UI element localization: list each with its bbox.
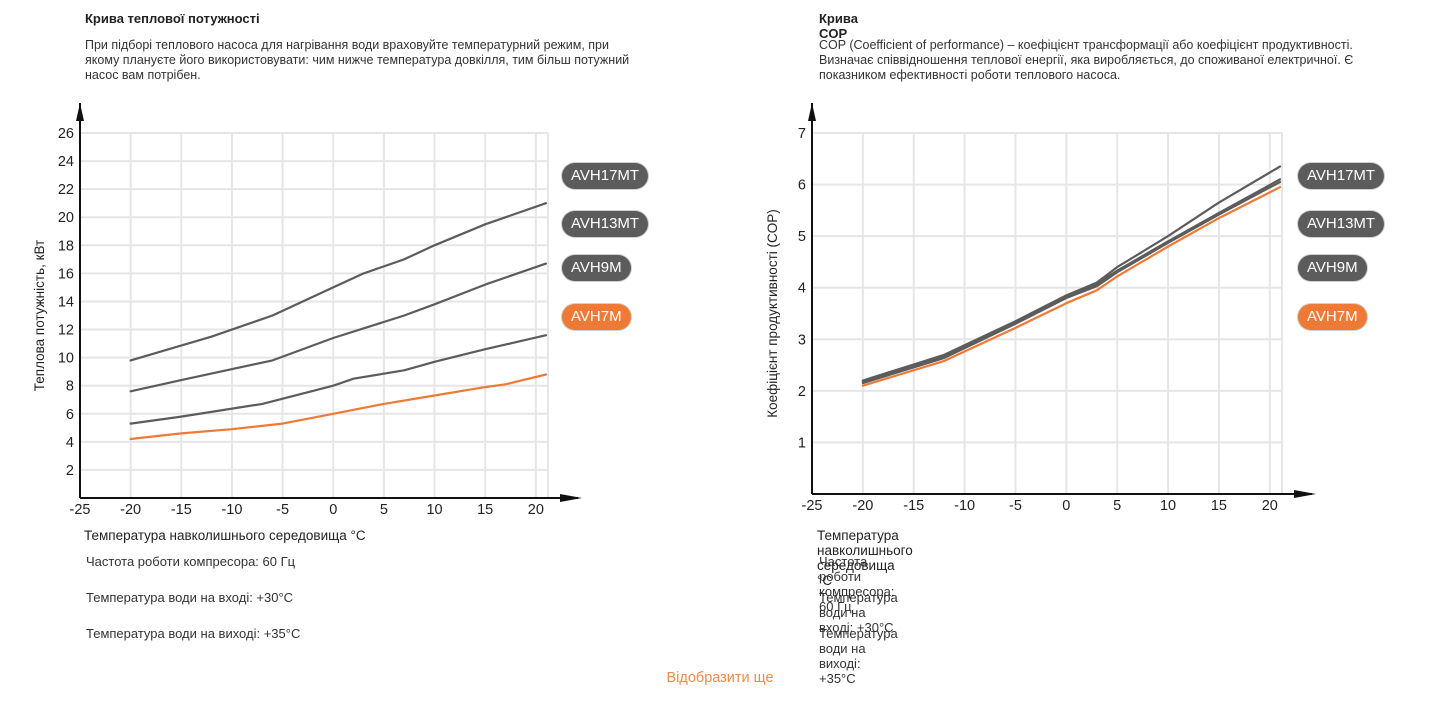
cop-grid xyxy=(812,132,1283,494)
x-tick-label: -10 xyxy=(954,498,975,514)
x-tick-label: -15 xyxy=(903,498,924,514)
cop-note-water-in: Температура води на вході: +30°C xyxy=(819,590,898,635)
y-tick-label: 4 xyxy=(798,281,806,297)
x-tick-label: 15 xyxy=(1211,498,1227,514)
x-tick-label: 0 xyxy=(329,502,337,518)
heat-output-x-axis-arrow xyxy=(560,494,582,502)
heat-output-grid xyxy=(80,132,549,498)
cop-chart: -25 -20 -15 -10 -5 0 5 10 15 20 1 2 3 4 5 6 7 Коефіцієнт … xyxy=(765,103,1316,514)
cop-panel: Крива COP COP (Coefficient of performanc… xyxy=(0,0,1385,686)
y-tick-label: 6 xyxy=(66,407,74,423)
x-tick-label: -25 xyxy=(70,502,91,518)
x-tick-label: -20 xyxy=(852,498,873,514)
legend-badge-avh7m[interactable]: AVH7M xyxy=(1298,304,1367,330)
y-tick-label: 7 xyxy=(798,126,806,142)
heat-output-chart: -25 -20 -15 -10 -5 0 5 10 15 20246810121416182022… xyxy=(32,103,582,518)
y-tick-label: 12 xyxy=(58,323,74,339)
x-tick-label: 5 xyxy=(380,502,388,518)
series-line-avh9m xyxy=(861,180,1282,385)
x-tick-label: 20 xyxy=(1262,498,1278,514)
y-tick-label: 5 xyxy=(798,229,806,245)
heat-output-x-axis-label: Температура навколишнього середовища °C xyxy=(84,528,366,543)
x-tick-label: -10 xyxy=(221,502,242,518)
heat-output-note-water-in: Температура води на вході: +30°C xyxy=(86,590,294,605)
legend-badge-avh17mt[interactable]: AVH17MT xyxy=(562,163,649,189)
series-line-avh17mt xyxy=(129,202,548,362)
y-tick-label: 18 xyxy=(58,238,74,254)
y-tick-label: 20 xyxy=(58,210,74,226)
x-tick-label: 20 xyxy=(528,502,544,518)
y-tick-label: 22 xyxy=(58,182,74,198)
y-tick-label: 10 xyxy=(58,351,74,367)
heat-output-description: При підборі теплового насоса для нагріва… xyxy=(85,38,630,82)
legend-badge-avh9m[interactable]: AVH9M xyxy=(562,255,631,281)
series-line-avh13mt xyxy=(129,262,548,393)
series-line-avh13mt xyxy=(861,178,1282,383)
y-tick-label: 4 xyxy=(66,435,74,451)
legend-badge-avh17mt[interactable]: AVH17MT xyxy=(1298,163,1385,189)
x-tick-label: -20 xyxy=(120,502,141,518)
heat-output-panel: Крива теплової потужності При підборі те… xyxy=(0,0,720,660)
x-tick-label: -5 xyxy=(1009,498,1022,514)
y-tick-label: 2 xyxy=(66,463,74,479)
y-tick-label: 16 xyxy=(58,266,74,282)
y-tick-label: 8 xyxy=(66,379,74,395)
heat-output-y-axis-label: Теплова потужність, кВт xyxy=(32,240,47,391)
show-more-link[interactable]: Відобразити ще xyxy=(666,670,774,686)
y-tick-label: 6 xyxy=(798,178,806,194)
x-tick-label: -25 xyxy=(802,498,823,514)
heat-output-title: Крива теплової потужності xyxy=(85,11,260,26)
legend-badge-avh7m[interactable]: AVH7M xyxy=(562,304,631,330)
cop-y-axis-arrow xyxy=(808,103,816,121)
y-tick-label: 26 xyxy=(58,126,74,142)
x-tick-label: -5 xyxy=(276,502,289,518)
heat-output-y-axis-arrow xyxy=(76,103,84,121)
heat-output-note-frequency: Частота роботи компресора: 60 Гц xyxy=(86,554,296,569)
y-tick-label: 14 xyxy=(58,294,74,310)
legend-badge-avh13mt[interactable]: AVH13MT xyxy=(562,211,649,237)
legend-badge-avh9m[interactable]: AVH9M xyxy=(1298,255,1367,281)
x-tick-label: 10 xyxy=(1160,498,1176,514)
y-tick-label: 1 xyxy=(798,435,806,451)
cop-note-frequency: Частота роботи компресора: 60 Гц xyxy=(819,554,895,614)
x-tick-label: 10 xyxy=(426,502,442,518)
y-tick-label: 3 xyxy=(798,332,806,348)
cop-x-axis-label: Температура навколишнього середовища °C xyxy=(817,528,913,588)
legend-badge-avh13mt[interactable]: AVH13MT xyxy=(1298,211,1385,237)
series-line-avh7m xyxy=(129,373,548,441)
x-tick-label: 0 xyxy=(1062,498,1070,514)
heat-output-note-water-out: Температура води на виході: +35°C xyxy=(86,626,301,641)
x-tick-label: 5 xyxy=(1113,498,1121,514)
cop-note-water-out: Температура води на виході: +35°C xyxy=(819,626,898,686)
cop-description: COP (Coefficient of performance) – коефі… xyxy=(819,38,1354,82)
y-tick-label: 2 xyxy=(798,384,806,400)
series-line-avh17mt xyxy=(861,165,1282,382)
series-line-avh9m xyxy=(129,334,548,425)
cop-y-axis-label: Коефіцієнт продуктивності (COP) xyxy=(765,209,780,418)
x-tick-label: -15 xyxy=(171,502,192,518)
x-tick-label: 15 xyxy=(477,502,493,518)
y-tick-label: 24 xyxy=(58,154,74,170)
cop-x-axis-arrow xyxy=(1294,490,1316,498)
series-line-avh7m xyxy=(861,186,1282,387)
cop-title: Крива COP xyxy=(819,11,858,41)
